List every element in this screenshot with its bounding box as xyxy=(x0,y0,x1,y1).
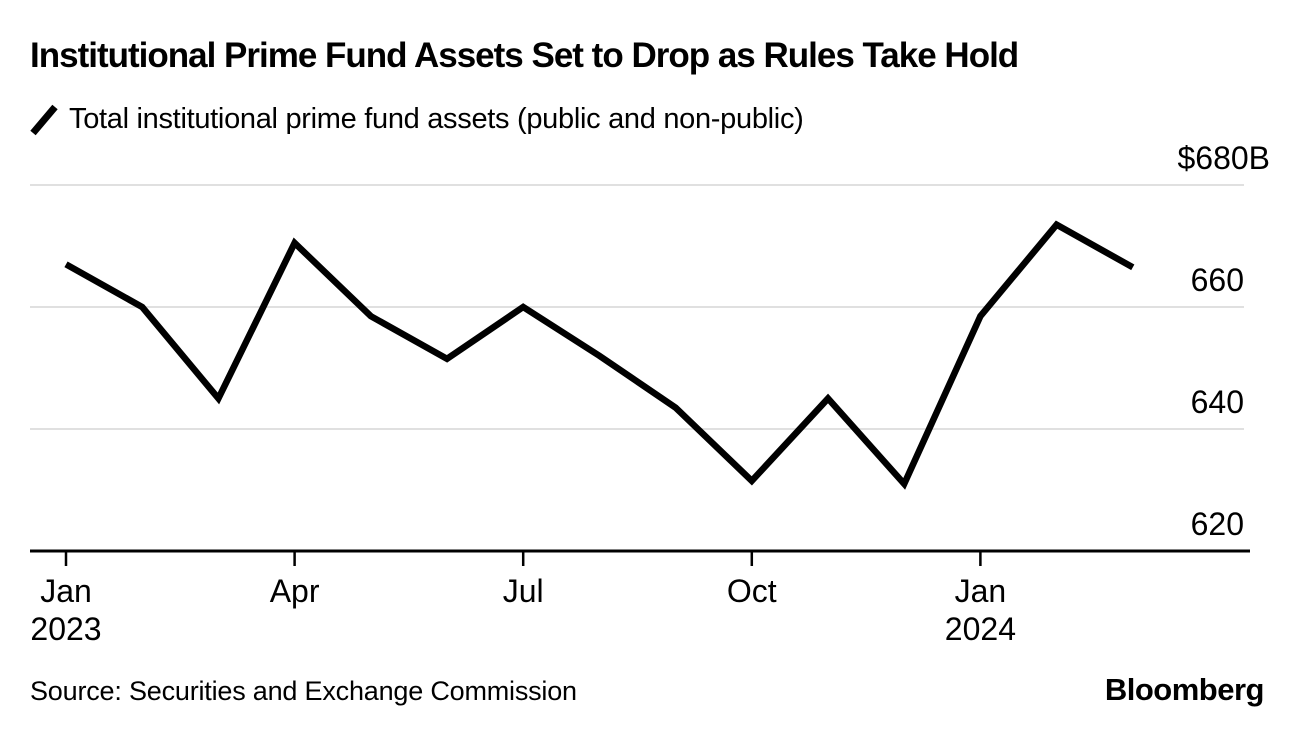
chart-plot-area xyxy=(30,184,1250,566)
axis-ticks xyxy=(64,551,982,566)
source-note: Source: Securities and Exchange Commissi… xyxy=(30,676,577,706)
y-axis-label: 620 xyxy=(1190,506,1244,542)
legend: Total institutional prime fund assets (p… xyxy=(30,103,804,136)
asset-line xyxy=(64,220,1135,490)
y-axis-label: 640 xyxy=(1190,384,1244,420)
x-axis-label: Jan 2023 xyxy=(30,573,102,647)
x-axis-year-label: 2024 xyxy=(944,611,1016,647)
bloomberg-logo: Bloomberg xyxy=(1104,672,1265,707)
x-axis-label: Jul xyxy=(502,573,544,609)
asset-line-series xyxy=(64,220,1135,490)
legend-label: Total institutional prime fund assets (p… xyxy=(69,103,804,135)
x-axis-label: Apr xyxy=(269,573,320,609)
gridlines xyxy=(30,184,1244,430)
x-axis-label: Jan 2024 xyxy=(944,573,1016,647)
chart-title: Institutional Prime Fund Assets Set to D… xyxy=(30,36,1019,75)
y-axis-label: 660 xyxy=(1190,262,1244,298)
x-axis-label: Oct xyxy=(726,573,777,609)
y-axis-label: $680B xyxy=(1177,140,1270,176)
x-axis-year-label: 2023 xyxy=(30,611,102,647)
line-slash-icon xyxy=(30,104,58,135)
